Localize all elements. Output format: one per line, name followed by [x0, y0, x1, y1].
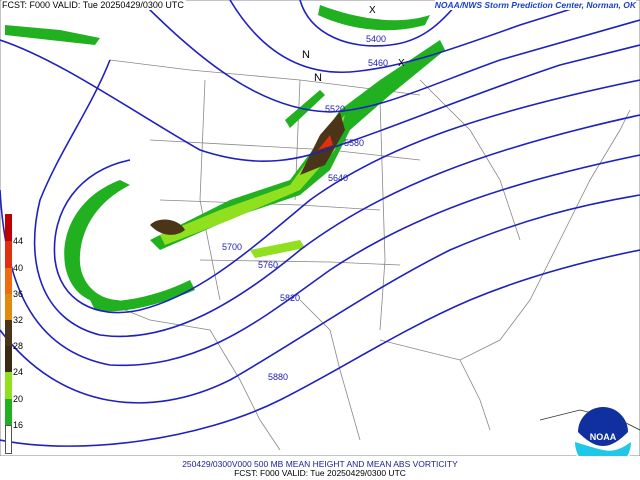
min-marker: N: [314, 72, 322, 84]
contour-label: 5700: [222, 242, 242, 252]
contour-label: 5880: [268, 372, 288, 382]
map-canvas: 5400 5460 5520 5580 5640 5700 5760 5820 …: [0, 0, 640, 456]
noaa-logo-text: NOAA: [590, 432, 617, 442]
colorbar-swatch: [5, 241, 12, 268]
contour-label: 5460: [368, 58, 388, 68]
colorbar-label: 36: [13, 289, 24, 299]
colorbar-label: 24: [13, 367, 24, 377]
min-marker: N: [302, 49, 310, 61]
colorbar-swatch: [5, 372, 12, 399]
product-valid-time: FCST: F000 VALID: Tue 20250429/0300 UTC: [234, 468, 406, 478]
colorbar-swatch: [5, 399, 12, 425]
colorbar-label: 20: [13, 394, 24, 404]
colorbar-label: 32: [13, 315, 24, 325]
colorbar-label: 28: [13, 341, 24, 351]
vorticity-band-ne: [150, 40, 445, 250]
colorbar-swatch: [5, 320, 12, 346]
colorbar-label: 44: [13, 236, 24, 246]
vorticity-band-west: [64, 180, 130, 304]
contour-label: 5400: [366, 34, 386, 44]
colorbar-swatch: [5, 214, 12, 241]
colorbar-label: 40: [13, 263, 24, 273]
colorbar-label: 16: [13, 420, 24, 430]
noaa-logo: NOAA: [573, 407, 633, 456]
contour-label: 5580: [344, 138, 364, 148]
colorbar-swatch: [5, 425, 12, 454]
colorbar-swatch: [5, 294, 12, 320]
contour-label: 5760: [258, 260, 278, 270]
product-title: 250429/0300V000 500 MB MEAN HEIGHT AND M…: [182, 459, 458, 469]
contour-labels: 5400 5460 5520 5580 5640 5700 5760 5820 …: [222, 5, 405, 382]
political-borders: [99, 59, 640, 451]
contour-label: 5520: [325, 104, 345, 114]
contour-label: 5640: [328, 173, 348, 183]
colorbar-swatch: [5, 268, 12, 294]
agency-credit: NOAA/NWS Storm Prediction Center, Norman…: [434, 0, 636, 10]
contour-label: 5820: [280, 293, 300, 303]
colorbar-swatch: [5, 346, 12, 372]
forecast-valid-header: FCST: F000 VALID: Tue 20250429/0300 UTC: [2, 0, 186, 10]
max-marker: X: [398, 58, 405, 69]
max-marker: X: [369, 5, 376, 16]
height-contours: [0, 0, 640, 447]
vorticity-band-south: [90, 280, 195, 312]
